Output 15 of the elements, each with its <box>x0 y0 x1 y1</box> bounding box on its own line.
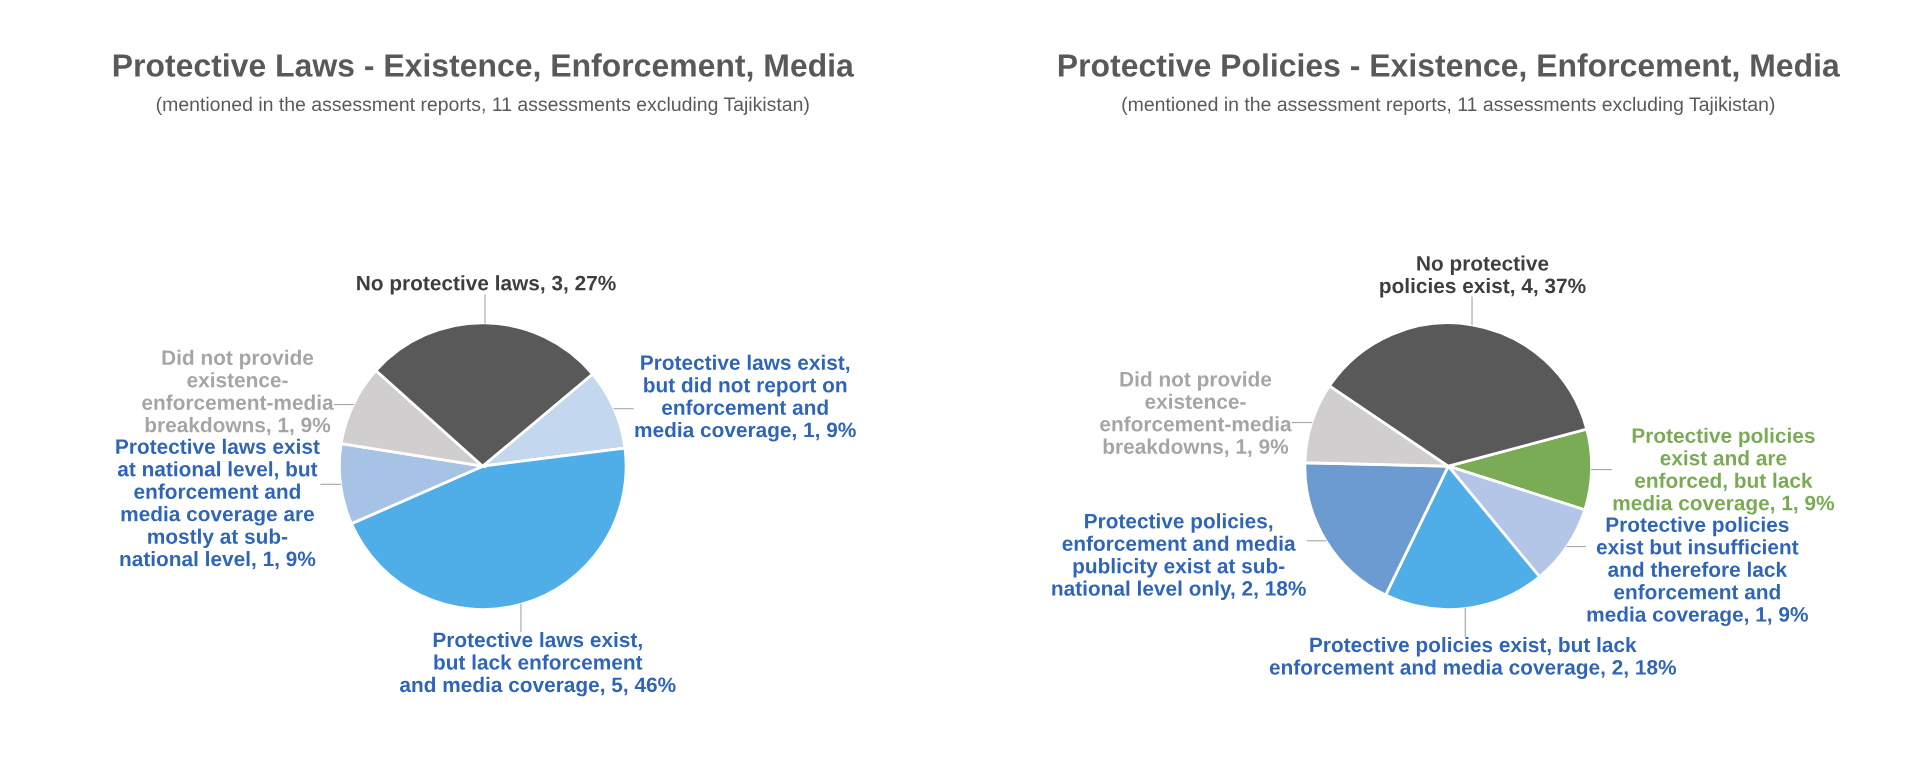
slice-label: No protective policies exist, 4, 37% <box>1380 255 1586 298</box>
slice-label: No protective laws, 3, 27% <box>357 275 616 295</box>
slice-label: Protective policies exist, but lack enforcement and media coverage, 2, 18% <box>1269 636 1677 679</box>
slice-label: Protective policies exist and are enforced, but lack media coverage, 1, 9% <box>1613 427 1835 515</box>
chart-title: Protective Laws - Existence, Enforcement, Media <box>113 53 855 82</box>
slice-label: Protective laws exist, but did not report on enforcement and media coverage, 1, 9% <box>635 354 856 442</box>
slice-label: Did not provide existence- enforcement-media breakdowns, 1, 9% <box>1100 371 1292 457</box>
chart-subtitle: (mentioned in the assessment reports, 11 assessments excluding Tajikistan) <box>1122 96 1775 115</box>
slice-label: Protective policies, enforcement and media publicity exist at sub- national level only, 2, 18% <box>1052 513 1306 600</box>
chart-subtitle: (mentioned in the assessment reports, 11 assessments excluding Tajikistan) <box>156 96 809 115</box>
slice-label: Protective laws exist at national level, but enforcement and media coverage are mostly at sub- national level, 1, 9% <box>116 438 320 570</box>
chart-title: Protective Policies - Existence, Enforcement, Media <box>1058 53 1840 82</box>
slice-label: Protective policies exist but insufficient and therefore lack enforcement and media coverage, 1, 9% <box>1587 516 1808 627</box>
slice-label: Did not provide existence- enforcement-media breakdowns, 1, 9% <box>142 349 334 436</box>
slice-label: Protective laws exist, but lack enforcement and media coverage, 5, 46% <box>400 631 676 697</box>
